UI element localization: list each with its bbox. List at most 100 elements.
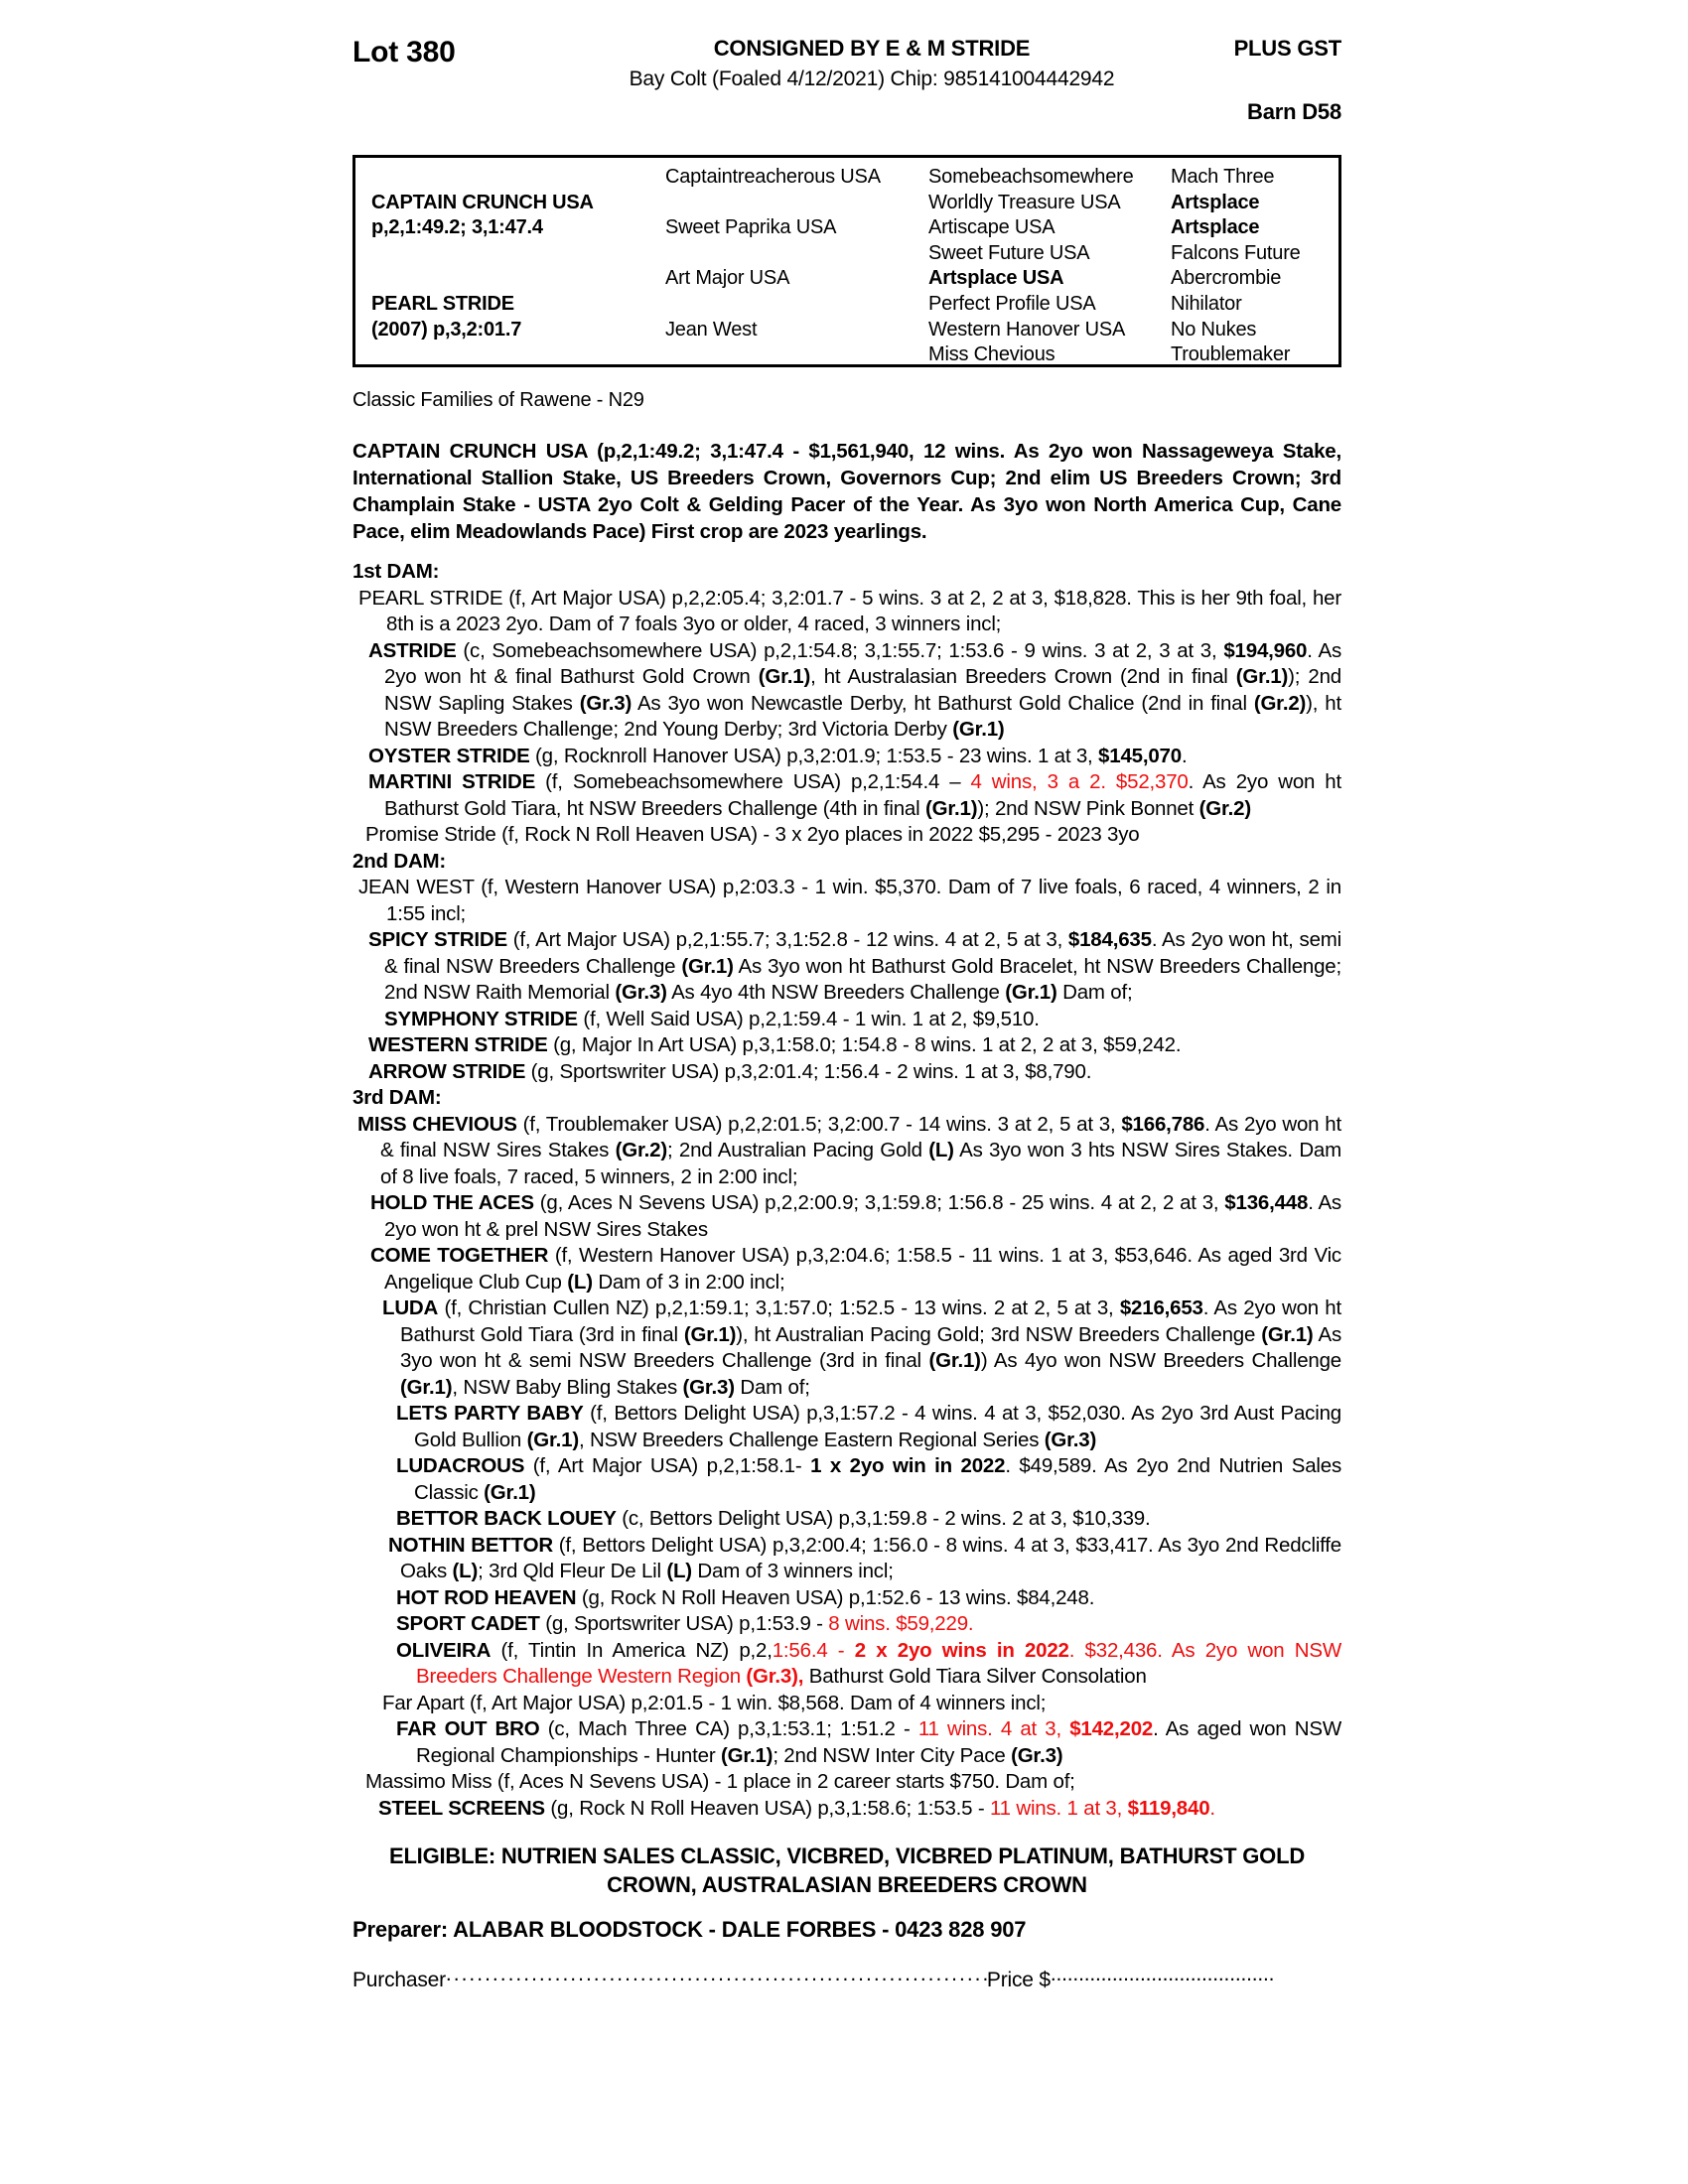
foal-info: Bay Colt (Foaled 4/12/2021) Chip: 985141… <box>629 68 1115 90</box>
entry-text-run: (L) <box>666 1560 692 1582</box>
entry-text-run: (Gr.1) <box>1005 981 1057 1004</box>
pedigree-entry: SYMPHONY STRIDE (f, Well Said USA) p,2,1… <box>352 1007 1341 1033</box>
entry-text-run: , ht Australasian Breeders Crown (2nd in… <box>810 665 1236 688</box>
entry-text-run: Dam of; <box>734 1375 810 1399</box>
entry-text-run: (Gr.1) <box>1261 1322 1314 1346</box>
entry-text-run: (Gr.2) <box>1198 796 1252 820</box>
entry-text-run: (Gr.1) <box>758 665 811 688</box>
entry-text-run: (Gr.1) <box>400 1375 453 1399</box>
entry-text-run: . As 2yo won ht, semi & final NSW Breede… <box>384 928 1341 978</box>
pedigree-cell: Art Major USA <box>665 267 790 290</box>
entry-text-run: . <box>1209 1796 1215 1820</box>
entry-text-run: . As 2yo won ht Bathurst Gold Tiara (3rd… <box>400 1297 1341 1346</box>
pedigree-table: CAPTAIN CRUNCH USA p,2,1:49.2; 3,1:47.4 PE… <box>352 155 1341 367</box>
pedigree-cell: Artsplace <box>1171 191 1260 213</box>
pedigree-cell: Nihilator <box>1171 293 1242 315</box>
entry-text-run: $216,653 <box>1119 1297 1203 1319</box>
entry-text-run: JEAN WEST (f, Western Hanover USA) p,2:0… <box>358 876 1341 925</box>
entry-text-run: (g, Rock N Roll Heaven USA) p,3,1:58.6; … <box>544 1796 990 1820</box>
entry-text-run: . As 2yo won ht & final Bathurst Gold Cr… <box>384 638 1341 689</box>
entry-text-run: SPICY STRIDE <box>368 928 507 951</box>
entry-text-run: ); 2nd NSW Pink Bonnet <box>977 796 1199 820</box>
entry-text-run: $142,202 <box>1069 1717 1154 1740</box>
entry-text-run: BETTOR BACK LOUEY <box>396 1507 617 1530</box>
entry-text-run: 8 wins. $59,229. <box>828 1612 974 1635</box>
entry-text-run: (c, Bettors Delight USA) p,3,1:59.8 - 2 … <box>616 1507 1151 1530</box>
entry-text-run: LETS PARTY BABY <box>396 1402 584 1425</box>
entry-text-run: OLIVEIRA <box>396 1638 492 1662</box>
entry-text-run: ; 2nd Australian Pacing Gold <box>666 1139 929 1161</box>
pedigree-entry: LUDA (f, Christian Cullen NZ) p,2,1:59.1… <box>352 1296 1341 1401</box>
entry-text-run: . As 2yo won ht Bathurst Gold Tiara, ht … <box>384 770 1342 820</box>
entry-text-run: (f, Bettors Delight USA) p,3,2:00.4; 1:5… <box>400 1533 1341 1583</box>
entry-text-run: LUDA <box>382 1297 439 1319</box>
entry-text-run: ; 3rd Qld Fleur De Lil <box>478 1560 667 1582</box>
pedigree-cell: (2007) p,3,2:01.7 <box>371 318 522 341</box>
pedigree-cell: Somebeachsomewhere <box>928 166 1134 188</box>
pedigree-entry: HOT ROD HEAVEN (g, Rock N Roll Heaven US… <box>352 1585 1341 1612</box>
entry-text-run: (f, Well Said USA) p,2,1:59.4 - 1 win. 1… <box>577 1007 1040 1030</box>
pedigree-cell: Abercrombie <box>1171 267 1282 290</box>
barn-label: Barn D58 <box>1247 99 1341 124</box>
entry-text-run: Far Apart (f, Art Major USA) p,2:01.5 - … <box>382 1691 1047 1714</box>
purchaser-leader: ........................................… <box>445 1963 987 1985</box>
entry-text-run: Dam of 3 in 2:00 incl; <box>592 1270 785 1294</box>
pedigree-entry: WESTERN STRIDE (g, Major In Art USA) p,3… <box>352 1032 1341 1059</box>
entry-text-run: OYSTER STRIDE <box>368 744 530 767</box>
entry-text-run: (Gr.1) <box>484 1480 536 1504</box>
entry-text-run: NOTHIN BETTOR <box>388 1533 553 1557</box>
entry-text-run: (f, Troublemaker USA) p,2,2:01.5; 3,2:00… <box>516 1112 1122 1136</box>
entry-text-run: (L) <box>452 1560 479 1582</box>
catalog-page: Lot 380 CONSIGNED BY E & M STRIDE Bay Co… <box>352 36 1341 1992</box>
pedigree-cell: CAPTAIN CRUNCH USA <box>371 191 594 213</box>
entry-text-run: $194,960 <box>1223 638 1308 662</box>
entry-text-run: WESTERN STRIDE <box>368 1033 548 1056</box>
pedigree-entries: 1st DAM: PEARL STRIDE (f, Art Major USA) … <box>352 559 1341 1822</box>
dam-heading: 1st DAM: <box>352 560 440 583</box>
entry-text-run: (Gr.2) <box>1253 691 1307 715</box>
entry-text-run: (f, Tintin In America NZ) p,2, <box>491 1638 773 1662</box>
entry-text-run: Dam of; <box>1056 981 1133 1004</box>
entry-text-run: (Gr.3) <box>615 981 667 1004</box>
pedigree-cell: Troublemaker <box>1171 343 1291 366</box>
entry-text-run: Dam of 3 winners incl; <box>691 1560 894 1582</box>
pedigree-entry: SPICY STRIDE (f, Art Major USA) p,2,1:55… <box>352 927 1341 1007</box>
entry-text-run: (Gr.3) <box>682 1375 736 1399</box>
pedigree-cell: Perfect Profile USA <box>928 293 1096 315</box>
header-center: CONSIGNED BY E & M STRIDE Bay Colt (Foal… <box>601 36 1143 91</box>
entry-text-run: Bathurst Gold Tiara Silver Consolation <box>803 1665 1147 1688</box>
pedigree-entry: ASTRIDE (c, Somebeachsomewhere USA) p,2,… <box>352 638 1341 744</box>
purchaser-line: Purchaser...............................… <box>352 1963 1341 1992</box>
pedigree-entry: BETTOR BACK LOUEY (c, Bettors Delight US… <box>352 1506 1341 1533</box>
pedigree-entry: PEARL STRIDE (f, Art Major USA) p,2,2:05… <box>352 586 1341 638</box>
entry-text-run: 11 wins. 4 at 3, <box>917 1717 1070 1740</box>
entry-text-run: FAR OUT BRO <box>396 1717 540 1740</box>
entry-text-run: $136,448 <box>1224 1191 1309 1214</box>
entry-text-run: (Gr.1) <box>526 1428 580 1451</box>
entry-text-run: (f, Bettors Delight USA) p,3,1:57.2 - 4 … <box>414 1402 1341 1451</box>
entry-text-run: . <box>1181 744 1188 767</box>
entry-text-run: 11 wins. 1 at 3, <box>989 1796 1128 1820</box>
entry-text-run: (Gr.3) <box>1011 1743 1063 1767</box>
entry-text-run: SPORT CADET <box>396 1612 540 1635</box>
pedigree-entry: LUDACROUS (f, Art Major USA) p,2,1:58.1-… <box>352 1453 1341 1506</box>
entry-text-run: ), ht NSW Breeders Challenge; 2nd Young … <box>384 691 1341 742</box>
entry-text-run: 1 x 2yo win in 2022 <box>810 1454 1006 1477</box>
entry-text-run: , NSW Baby Bling Stakes <box>452 1375 683 1399</box>
pedigree-cell: PEARL STRIDE <box>371 293 514 315</box>
pedigree-cell: Artiscape USA <box>928 216 1055 239</box>
header-right: PLUS GST Barn D58 <box>1143 36 1342 125</box>
entry-text-run: $184,635 <box>1067 928 1152 951</box>
pedigree-cell: Worldly Treasure USA <box>928 191 1121 213</box>
entry-text-run: (Gr.2) <box>615 1139 668 1161</box>
dam-heading: 3rd DAM: <box>352 1086 442 1109</box>
entry-text-run: . $49,589. As 2yo 2nd Nutrien Sales Clas… <box>414 1454 1341 1504</box>
entry-text-run: LUDACROUS <box>396 1454 525 1477</box>
pedigree-cell: No Nukes <box>1171 318 1257 341</box>
price-label: Price $ <box>986 1969 1051 1991</box>
entry-text-run: Massimo Miss (f, Aces N Sevens USA) - 1 … <box>365 1770 1075 1793</box>
entry-text-run: (g, Sportswriter USA) p,3,2:01.4; 1:56.4… <box>525 1059 1092 1083</box>
pedigree-entry: OYSTER STRIDE (g, Rocknroll Hanover USA)… <box>352 744 1341 770</box>
entry-text-run: (c, Mach Three CA) p,3,1:53.1; 1:51.2 - <box>539 1717 918 1740</box>
entry-text-run: (g, Major In Art USA) p,3,1:58.0; 1:54.8… <box>547 1033 1182 1056</box>
